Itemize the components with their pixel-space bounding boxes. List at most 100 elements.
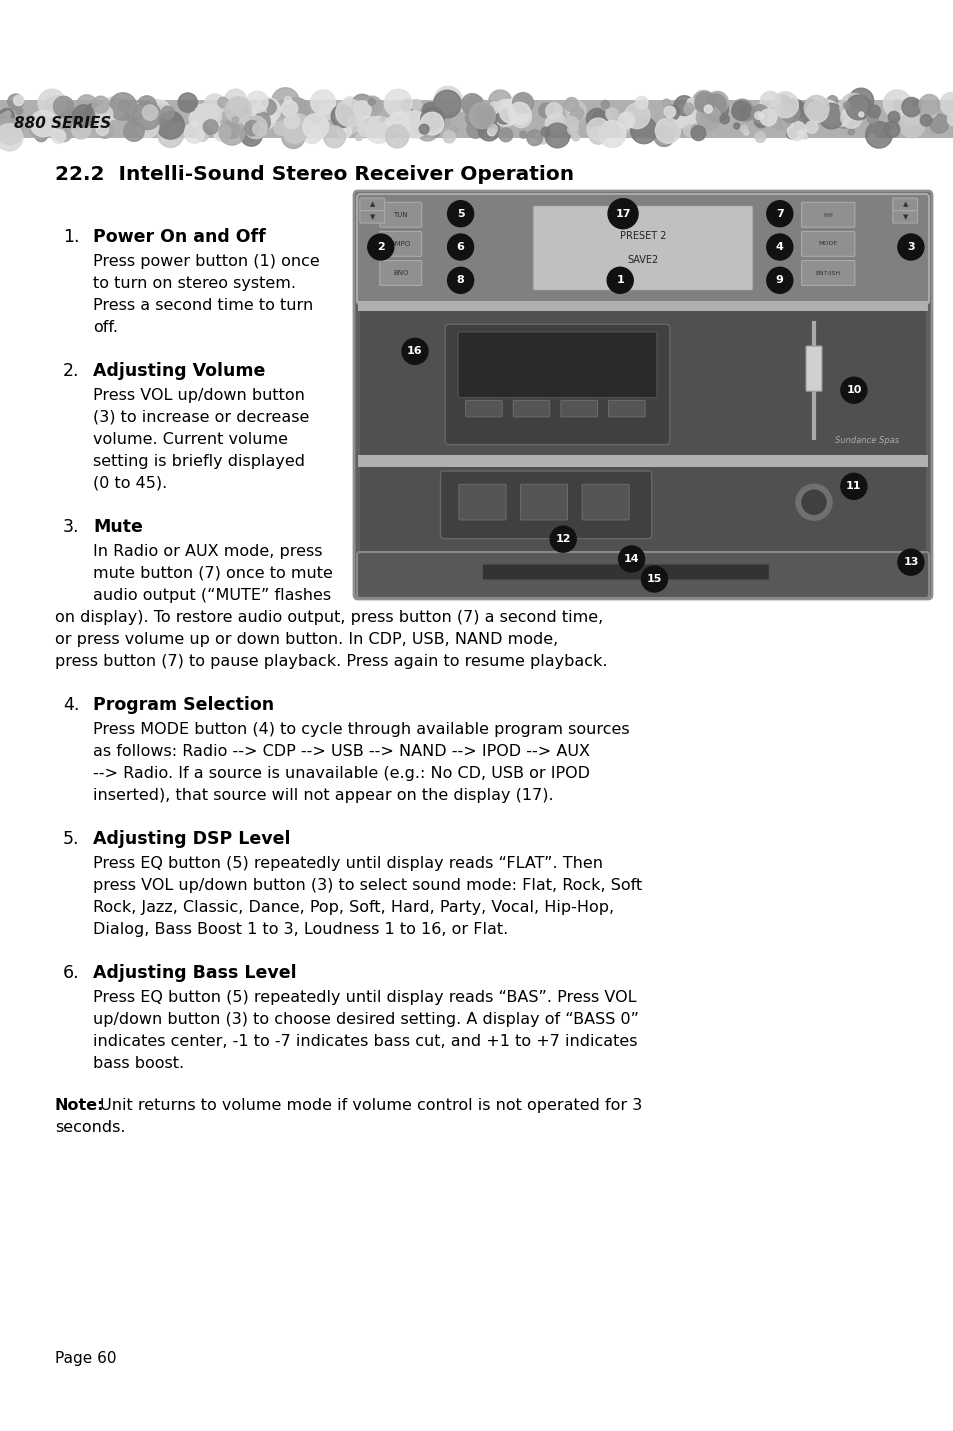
Circle shape: [250, 103, 277, 130]
Circle shape: [674, 96, 694, 116]
Circle shape: [618, 547, 644, 572]
Circle shape: [572, 133, 578, 142]
Text: Dialog, Bass Boost 1 to 3, Loudness 1 to 16, or Flat.: Dialog, Bass Boost 1 to 3, Loudness 1 to…: [92, 922, 508, 937]
Circle shape: [133, 102, 161, 130]
Text: Press power button (1) once: Press power button (1) once: [92, 253, 319, 269]
Circle shape: [319, 103, 335, 119]
Circle shape: [217, 97, 228, 107]
Circle shape: [720, 114, 728, 124]
Circle shape: [302, 113, 328, 139]
Circle shape: [92, 96, 109, 113]
Circle shape: [902, 107, 920, 126]
FancyBboxPatch shape: [357, 301, 927, 311]
Circle shape: [235, 112, 241, 117]
Circle shape: [564, 97, 578, 112]
Circle shape: [318, 120, 330, 132]
Circle shape: [351, 109, 375, 132]
Circle shape: [864, 122, 891, 147]
Text: Sundance Spas: Sundance Spas: [835, 436, 899, 445]
Circle shape: [893, 100, 902, 110]
Text: SAVE2: SAVE2: [627, 255, 658, 265]
Circle shape: [598, 120, 625, 147]
Circle shape: [847, 129, 854, 135]
Circle shape: [705, 92, 727, 113]
Circle shape: [487, 127, 496, 136]
Circle shape: [540, 127, 550, 136]
Circle shape: [465, 110, 480, 126]
Text: Adjusting Volume: Adjusting Volume: [92, 362, 265, 381]
Circle shape: [222, 122, 239, 139]
Circle shape: [567, 124, 578, 135]
Circle shape: [335, 99, 363, 126]
Circle shape: [704, 94, 725, 114]
Text: seconds.: seconds.: [55, 1120, 126, 1135]
Circle shape: [607, 199, 638, 229]
FancyBboxPatch shape: [359, 467, 925, 555]
Text: Press EQ button (5) repeatedly until display reads “BAS”. Press VOL: Press EQ button (5) repeatedly until dis…: [92, 990, 636, 1005]
Text: press VOL up/down button (3) to select sound mode: Flat, Rock, Soft: press VOL up/down button (3) to select s…: [92, 879, 641, 893]
Circle shape: [754, 113, 767, 127]
FancyBboxPatch shape: [465, 401, 501, 416]
Circle shape: [868, 135, 874, 140]
Circle shape: [897, 550, 923, 575]
Text: mute button (7) once to mute: mute button (7) once to mute: [92, 567, 333, 581]
Text: 6.: 6.: [63, 964, 79, 982]
Circle shape: [570, 107, 583, 120]
Circle shape: [109, 93, 136, 120]
Circle shape: [754, 112, 761, 119]
Circle shape: [334, 110, 342, 119]
Circle shape: [802, 135, 807, 139]
Circle shape: [509, 94, 532, 116]
Circle shape: [246, 92, 268, 113]
Circle shape: [773, 94, 791, 113]
Circle shape: [363, 99, 376, 112]
Circle shape: [750, 104, 768, 123]
Circle shape: [887, 112, 899, 123]
Circle shape: [142, 104, 157, 120]
Text: volume. Current volume: volume. Current volume: [92, 432, 288, 446]
Circle shape: [653, 126, 674, 146]
Circle shape: [420, 112, 443, 135]
Text: Rock, Jazz, Classic, Dance, Pop, Soft, Hard, Party, Vocal, Hip-Hop,: Rock, Jazz, Classic, Dance, Pop, Soft, H…: [92, 900, 614, 914]
Circle shape: [289, 100, 315, 127]
Text: MODE: MODE: [818, 242, 837, 246]
Text: 1.: 1.: [63, 228, 79, 246]
Text: 3.: 3.: [63, 518, 79, 537]
Text: 15: 15: [646, 574, 661, 584]
Circle shape: [663, 106, 675, 117]
Text: Power On and Off: Power On and Off: [92, 228, 266, 246]
FancyBboxPatch shape: [359, 210, 384, 223]
Circle shape: [487, 124, 497, 133]
Circle shape: [365, 116, 392, 143]
Circle shape: [545, 103, 561, 119]
Circle shape: [847, 103, 857, 113]
Circle shape: [139, 103, 145, 109]
Text: Adjusting Bass Level: Adjusting Bass Level: [92, 964, 296, 982]
Circle shape: [392, 120, 409, 137]
Circle shape: [290, 117, 299, 127]
Circle shape: [945, 100, 953, 113]
Circle shape: [846, 110, 861, 124]
Circle shape: [804, 122, 817, 133]
Circle shape: [249, 109, 256, 116]
Text: BNO: BNO: [393, 270, 408, 276]
Text: 2.: 2.: [63, 362, 79, 381]
Text: h/II: h/II: [822, 212, 832, 218]
Circle shape: [364, 116, 384, 136]
Circle shape: [618, 112, 634, 129]
Circle shape: [743, 130, 748, 135]
Circle shape: [196, 130, 208, 142]
Circle shape: [797, 117, 801, 123]
Text: Unit returns to volume mode if volume control is not operated for 3: Unit returns to volume mode if volume co…: [95, 1098, 641, 1113]
Text: --> Radio. If a source is unavailable (e.g.: No CD, USB or IPOD: --> Radio. If a source is unavailable (e…: [92, 766, 589, 781]
Circle shape: [355, 135, 362, 140]
Text: setting is briefly displayed: setting is briefly displayed: [92, 454, 305, 469]
Text: 7: 7: [775, 209, 782, 219]
Text: 22.2  Intelli-Sound Stereo Receiver Operation: 22.2 Intelli-Sound Stereo Receiver Opera…: [55, 165, 574, 185]
Circle shape: [442, 130, 455, 143]
Text: on display). To restore audio output, press button (7) a second time,: on display). To restore audio output, pr…: [55, 610, 602, 625]
Circle shape: [284, 96, 292, 103]
Circle shape: [232, 117, 238, 123]
FancyBboxPatch shape: [354, 190, 931, 600]
Text: 4.: 4.: [63, 695, 79, 714]
